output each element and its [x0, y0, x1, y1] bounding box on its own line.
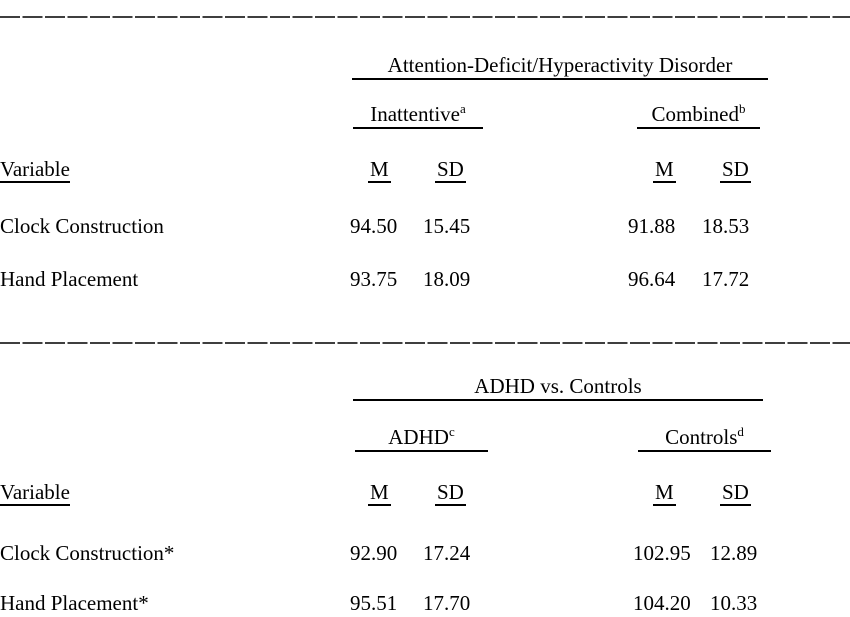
table1-header-sd-1: SD: [435, 157, 466, 183]
table-row-variable: Clock Construction: [0, 214, 164, 238]
variable-header-label: Variable: [0, 480, 70, 506]
table-cell-value: 17.72: [702, 267, 750, 291]
table2-subgroup-controls: Controlsd: [638, 424, 771, 452]
table-row-variable: Hand Placement*: [0, 591, 149, 615]
table2-header-sd-1: SD: [435, 480, 466, 506]
table2-header-sd-2: SD: [720, 480, 751, 506]
table1-group-header: Attention-Deficit/Hyperactivity Disorder: [352, 52, 768, 80]
top-horizontal-rule: [0, 16, 850, 18]
table2-subgroup-adhd: ADHDc: [355, 424, 488, 452]
table-cell-value: 17.70: [423, 591, 471, 615]
footnote-marker-a: a: [460, 101, 466, 116]
table1-group-header-label: Attention-Deficit/Hyperactivity Disorder: [387, 53, 733, 77]
table-row-variable: Clock Construction*: [0, 541, 175, 565]
table1-header-m-2: M: [653, 157, 676, 183]
table-cell-value: 92.90: [350, 541, 398, 565]
subgroup-label: Inattentive: [370, 102, 460, 126]
table-cell-value: 18.09: [423, 267, 471, 291]
table2-header-m-1: M: [368, 480, 391, 506]
subgroup-label: Controls: [665, 425, 738, 449]
table-cell-value: 102.95: [633, 541, 691, 565]
table2-group-header-label: ADHD vs. Controls: [474, 374, 642, 398]
table1-header-m-1: M: [368, 157, 391, 183]
subgroup-label: ADHD: [388, 425, 449, 449]
table1-variable-header: Variable: [0, 156, 70, 183]
footnote-marker-d: d: [737, 424, 744, 439]
table-cell-value: 17.24: [423, 541, 471, 565]
table-cell-value: 95.51: [350, 591, 398, 615]
table1-header-sd-2: SD: [720, 157, 751, 183]
subgroup-label: Combined: [651, 102, 740, 126]
table-cell-value: 10.33: [710, 591, 758, 615]
table-cell-value: 12.89: [710, 541, 758, 565]
table-cell-value: 93.75: [350, 267, 398, 291]
table2-header-m-2: M: [653, 480, 676, 506]
table-cell-value: 94.50: [350, 214, 398, 238]
table1-subgroup-inattentive: Inattentivea: [353, 101, 483, 129]
table-cell-value: 96.64: [628, 267, 676, 291]
table-cell-value: 18.53: [702, 214, 750, 238]
footnote-marker-b: b: [739, 101, 746, 116]
table-cell-value: 15.45: [423, 214, 471, 238]
variable-header-label: Variable: [0, 157, 70, 183]
table2-group-header: ADHD vs. Controls: [353, 373, 763, 401]
table-row-variable: Hand Placement: [0, 267, 139, 291]
table-cell-value: 91.88: [628, 214, 676, 238]
table1-subgroup-combined: Combinedb: [637, 101, 760, 129]
middle-horizontal-rule: [0, 342, 850, 344]
table2-variable-header: Variable: [0, 479, 70, 506]
footnote-marker-c: c: [448, 424, 455, 439]
table-cell-value: 104.20: [633, 591, 691, 615]
